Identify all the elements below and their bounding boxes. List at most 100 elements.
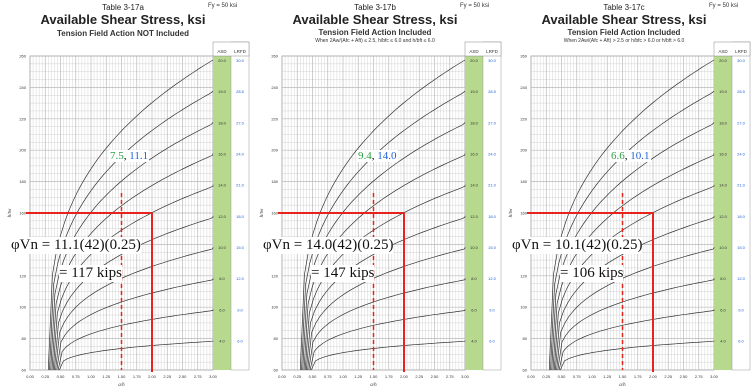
read-values-annotation: 6.6, 10.1 [610,150,651,162]
x-tick-label: 2.25 [163,374,172,379]
stress-curve [310,340,466,371]
chart-panel-b: ASD LRFD 20.0 30.0 19.0 28.5 18.0 27.0 16.0 24.0 1… [255,0,506,392]
column-header-box [212,41,250,57]
asd-read-value: 9.4 [358,150,372,162]
lrfd-header: LRFD [735,49,748,54]
asd-stress-label: 18.0 [719,120,728,125]
x-tick-label: 1.50 [370,374,379,379]
x-tick-label: 2.00 [148,374,157,379]
table-label: Table 3-17b [354,3,396,12]
stress-curve [57,309,214,371]
y-tick-label: 60 [22,368,27,373]
asd-read-value: 7.5 [110,150,124,162]
y-tick-label: 180 [19,179,26,184]
x-axis-label: a/h [370,383,377,388]
stress-curve [56,278,214,371]
stress-curve [307,247,466,371]
read-values-annotation: 7.5, 11.1 [109,150,150,162]
lrfd-stress-label: 6.0 [738,339,744,344]
x-tick-label: 0.75 [324,374,333,379]
lrfd-header: LRFD [234,49,247,54]
asd-stress-label: 16.0 [719,152,728,157]
x-tick-label: 0.50 [558,374,567,379]
strength-result: = 147 kips [311,265,375,282]
x-tick-label: 0.50 [57,374,66,379]
y-tick-label: 180 [520,179,527,184]
x-tick-label: 1.00 [87,374,96,379]
lrfd-stress-label: 21.0 [488,183,497,188]
y-tick-label: 220 [520,116,527,121]
asd-stress-label: 16.0 [470,152,479,157]
x-tick-label: 0.25 [293,374,302,379]
y-tick-label: 120 [19,273,26,278]
chart-subtitle: Tension Field Action Included [318,28,432,37]
x-tick-label: 3.00 [710,374,719,379]
y-tick-label: 120 [520,273,527,278]
asd-stress-label: 10.0 [719,245,728,250]
lrfd-stress-label: 9.0 [738,307,744,312]
chart-condition: When 2Aw/(Afc + Aft) ≤ 2.5, h/bfc ≤ 6.0 … [315,38,435,44]
lrfd-stress-label: 12.0 [488,276,497,281]
lrfd-header: LRFD [486,49,499,54]
lrfd-stress-label: 15.0 [488,245,497,250]
x-tick-label: 1.25 [102,374,111,379]
x-tick-label: 0.25 [542,374,551,379]
x-tick-label: 2.75 [194,374,203,379]
asd-column [213,42,231,370]
y-tick-label: 100 [520,305,527,310]
lrfd-stress-label: 15.0 [236,245,245,250]
stress-curve [551,122,715,371]
y-tick-label: 220 [19,116,26,121]
lrfd-stress-label: 28.5 [236,89,245,94]
fy-label: Fy = 50 ksi [460,3,490,9]
x-tick-label: 1.25 [354,374,363,379]
x-axis-label: a/h [619,383,626,388]
y-tick-label: 200 [19,148,26,153]
y-tick-label: 100 [19,305,26,310]
x-tick-label: 0.25 [41,374,50,379]
strength-result: = 106 kips [560,265,624,282]
lrfd-stress-label: 6.0 [489,339,495,344]
table-label: Table 3-17c [603,3,645,12]
strength-equation: φVn = 10.1(42)(0.25) [512,237,643,254]
lrfd-stress-label: 21.0 [236,183,245,188]
x-tick-label: 1.50 [619,374,628,379]
lrfd-read-value: 14.0 [377,150,397,162]
lrfd-stress-label: 21.0 [737,183,746,188]
chart-title: Available Shear Stress, ksi [292,12,458,27]
x-axis-label: a/h [118,383,125,388]
lrfd-stress-label: 30.0 [488,58,497,63]
stress-curve [50,122,214,371]
chart-panel-a: ASD LRFD 20.0 30.0 19.0 28.5 18.0 27.0 16.0 24.0 1… [3,0,254,392]
x-tick-label: 0.75 [72,374,81,379]
y-tick-label: 60 [274,368,279,373]
x-tick-label: 2.75 [695,374,704,379]
x-tick-label: 1.75 [385,374,394,379]
lrfd-read-value: 11.1 [129,150,149,162]
lrfd-stress-label: 9.0 [237,307,243,312]
fy-label: Fy = 50 ksi [208,3,238,9]
column-header-box [713,41,751,57]
lrfd-stress-label: 18.0 [488,214,497,219]
chart-subtitle: Tension Field Action Included [567,28,681,37]
x-tick-label: 2.00 [400,374,409,379]
chart-svg-a: ASD LRFD 20.0 30.0 19.0 28.5 18.0 27.0 16.0 24.0 1… [8,41,250,388]
asd-stress-label: 14.0 [218,183,227,188]
x-tick-label: 0.00 [527,374,536,379]
chart-svg-b: ASD LRFD 20.0 30.0 19.0 28.5 18.0 27.0 16.0 24.0 1… [260,41,502,388]
x-tick-label: 0.00 [278,374,287,379]
lrfd-stress-label: 28.5 [488,89,497,94]
y-tick-label: 240 [520,85,527,90]
x-tick-label: 2.00 [649,374,658,379]
x-tick-label: 2.25 [664,374,673,379]
lrfd-stress-label: 30.0 [737,58,746,63]
x-tick-label: 2.50 [179,374,188,379]
asd-stress-label: 6.0 [219,307,225,312]
chart-subtitle: Tension Field Action NOT Included [57,29,189,38]
lrfd-stress-label: 27.0 [737,120,746,125]
asd-stress-label: 8.0 [471,276,477,281]
stress-curve [47,59,214,371]
x-tick-label: 1.75 [133,374,142,379]
asd-stress-label: 20.0 [470,58,479,63]
y-tick-label: 80 [22,336,27,341]
